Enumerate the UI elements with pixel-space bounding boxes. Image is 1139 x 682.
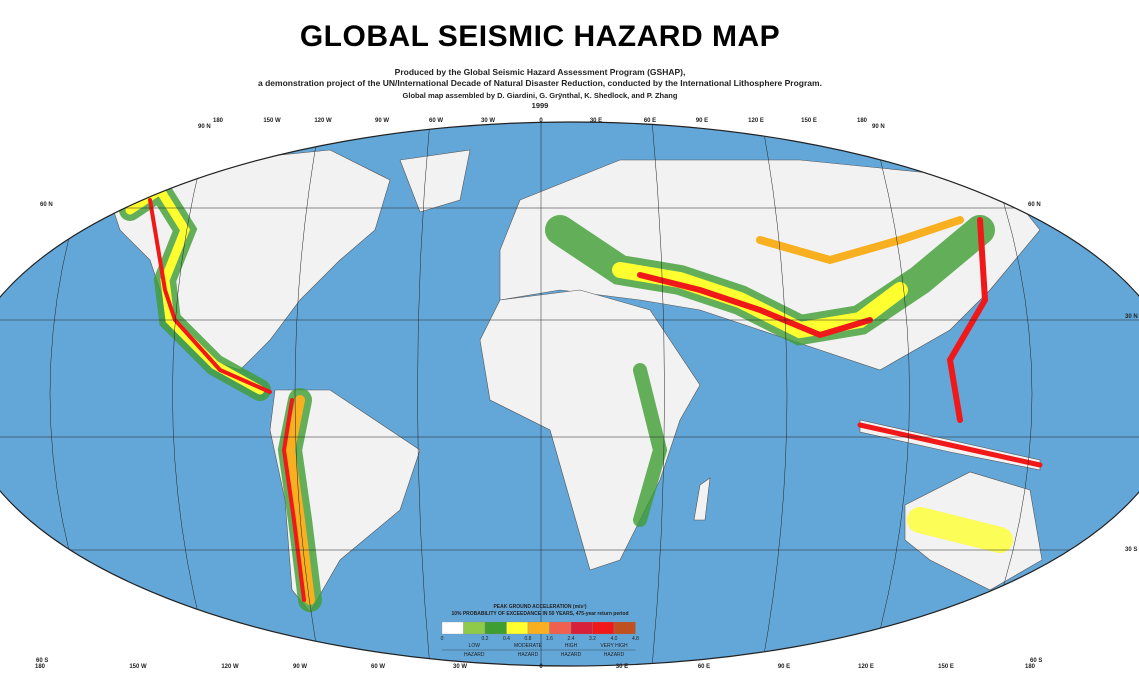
lon-label-bottom: 120 E bbox=[858, 664, 874, 670]
lon-label-top: 120 W bbox=[314, 118, 332, 124]
legend-swatch bbox=[549, 621, 572, 635]
lat-label-60s-left: 60 S bbox=[36, 658, 48, 664]
legend-tick: 1.6 bbox=[546, 636, 553, 642]
lon-label-top: 60 E bbox=[644, 118, 656, 124]
legend-tick: 0.2 bbox=[482, 636, 489, 642]
subtitle-1: Produced by the Global Seismic Hazard As… bbox=[394, 67, 686, 77]
lon-label-top: 30 W bbox=[481, 118, 495, 124]
legend-subtitle: 10% PROBABILITY OF EXCEEDANCE IN 50 YEAR… bbox=[451, 611, 628, 617]
legend-tick: 0.4 bbox=[503, 636, 510, 642]
legend-swatch bbox=[527, 621, 550, 635]
legend-tick: 4.0 bbox=[611, 636, 618, 642]
legend-swatch bbox=[441, 621, 464, 635]
greenland bbox=[399, 149, 471, 213]
lat-label-60n-left: 60 N bbox=[40, 202, 53, 208]
legend-swatch bbox=[463, 621, 486, 635]
legend-class-bottom: HAZARD bbox=[464, 652, 485, 658]
lon-label-top: 90 W bbox=[375, 118, 389, 124]
lat-label-60s-right: 60 S bbox=[1030, 658, 1042, 664]
legend-class-top: LOW bbox=[469, 643, 481, 649]
madagascar bbox=[693, 477, 711, 521]
lon-label-top: 120 E bbox=[748, 118, 764, 124]
legend-class-bottom: HAZARD bbox=[561, 652, 582, 658]
lon-label-bottom: 120 W bbox=[221, 664, 239, 670]
lat-label-30n: 30 N bbox=[1125, 314, 1138, 320]
legend-swatch bbox=[592, 621, 615, 635]
lon-label-top: 150 W bbox=[263, 118, 281, 124]
legend-tick: 2.4 bbox=[568, 636, 575, 642]
legend-swatch bbox=[484, 621, 507, 635]
legend-swatch bbox=[613, 621, 636, 635]
legend-tick: 0 bbox=[441, 636, 444, 642]
lon-label-bottom: 180 bbox=[1025, 664, 1036, 670]
lon-label-bottom: 150 W bbox=[129, 664, 147, 670]
lon-label-bottom: 0 bbox=[539, 664, 543, 670]
lon-label-top: 0 bbox=[539, 118, 543, 124]
lon-label-bottom: 60 E bbox=[698, 664, 710, 670]
lon-label-bottom: 150 E bbox=[938, 664, 954, 670]
lon-label-top: 90 E bbox=[696, 118, 708, 124]
lon-label-top: 180 bbox=[857, 118, 868, 124]
lon-label-bottom: 30 W bbox=[453, 664, 467, 670]
lon-label-bottom: 60 W bbox=[371, 664, 385, 670]
lon-label-bottom: 90 E bbox=[778, 664, 790, 670]
lat-label-90n-left: 90 N bbox=[198, 124, 211, 130]
lon-label-bottom: 90 W bbox=[293, 664, 307, 670]
lat-label-90n-right: 90 N bbox=[872, 124, 885, 130]
legend-tick: 4.8 bbox=[632, 636, 639, 642]
legend-swatch bbox=[506, 621, 529, 635]
lon-label-bottom: 180 bbox=[35, 664, 46, 670]
legend-tick: 0.8 bbox=[525, 636, 532, 642]
lon-label-top: 30 E bbox=[590, 118, 602, 124]
legend-class-bottom: HAZARD bbox=[518, 652, 539, 658]
credits: Global map assembled by D. Giardini, G. … bbox=[402, 91, 678, 100]
subtitle-2: a demonstration project of the UN/Intern… bbox=[258, 78, 822, 88]
legend-class-top: HIGH bbox=[565, 643, 578, 649]
year: 1999 bbox=[531, 101, 549, 110]
lat-label-60n-right: 60 N bbox=[1028, 202, 1041, 208]
lon-label-top: 180 bbox=[213, 118, 224, 124]
legend-class-top: VERY HIGH bbox=[600, 643, 628, 649]
legend-title: PEAK GROUND ACCELERATION (m/s²) bbox=[493, 604, 586, 610]
lon-label-top: 150 E bbox=[801, 118, 817, 124]
map-title: GLOBAL SEISMIC HAZARD MAP bbox=[299, 20, 781, 53]
legend-tick: 3.2 bbox=[589, 636, 596, 642]
eurasia bbox=[499, 159, 1041, 371]
legend-swatch bbox=[570, 621, 593, 635]
legend-class-top: MODERATE bbox=[514, 643, 543, 649]
legend: PEAK GROUND ACCELERATION (m/s²) 10% PROB… bbox=[441, 604, 640, 658]
legend-class-bottom: HAZARD bbox=[604, 652, 625, 658]
lon-label-bottom: 30 E bbox=[616, 664, 628, 670]
lon-label-top: 60 W bbox=[429, 118, 443, 124]
lat-label-30s: 30 S bbox=[1125, 547, 1137, 553]
